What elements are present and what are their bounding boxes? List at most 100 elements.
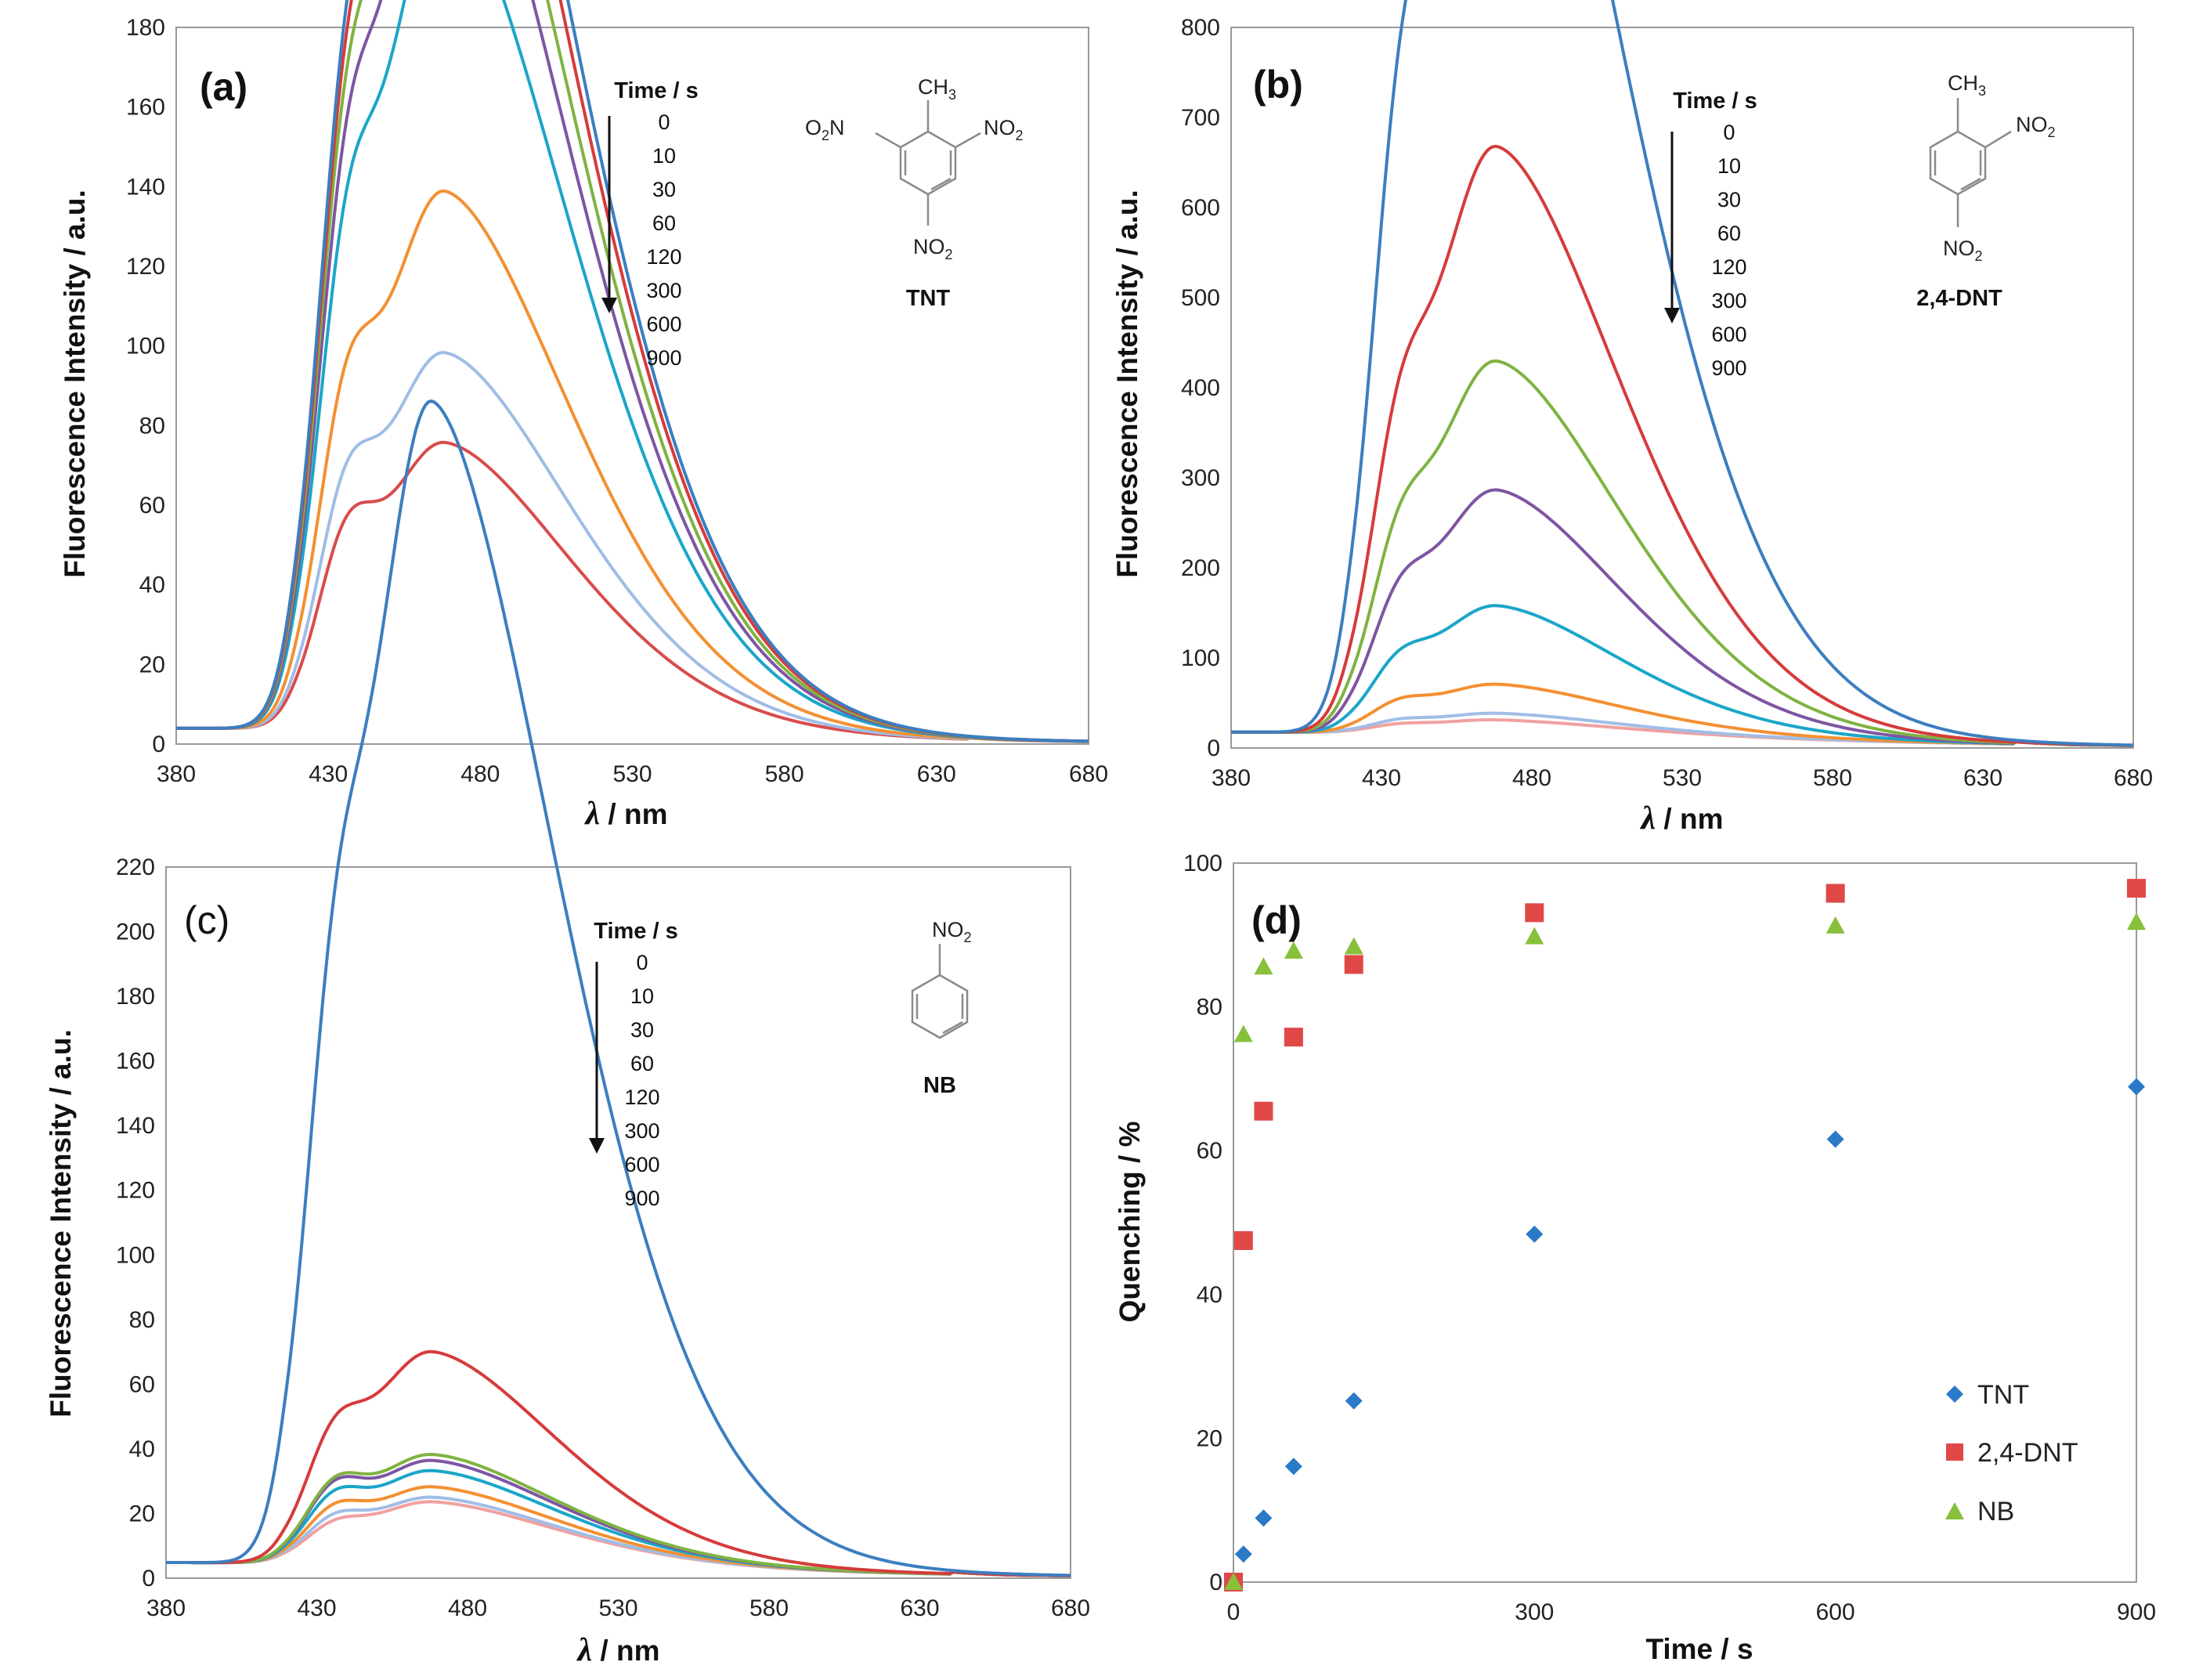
tnt-methyl-label: CH3 [918,75,956,103]
time-legend-value: 900 [646,346,681,370]
plot-area-d [1233,862,2137,1583]
compound-label-a: TNT [906,286,951,311]
y-tick-label: 400 [1181,375,1220,401]
x-tick-label: 580 [749,1595,789,1621]
time-arrow-b [1664,132,1680,323]
y-tick-label: 140 [126,174,165,200]
time-legend-value: 30 [630,1018,654,1042]
legend-label-nb: NB [1977,1497,2014,1526]
time-legend-value: 120 [624,1086,659,1109]
legend-marker-tnt [1946,1386,1963,1403]
scatter-point-2-4-dnt [1344,955,1363,974]
time-legend-value: 600 [1711,323,1746,346]
y-tick-label: 140 [116,1113,155,1139]
y-tick-label: 180 [116,984,155,1010]
time-legend-value: 300 [624,1119,659,1143]
dnt-methyl-label: CH3 [1948,71,1986,99]
tnt-structure [875,100,981,226]
x-tick-label: 480 [1512,765,1551,791]
spectrum-curve-t10 [166,1349,1071,1577]
x-tick-label: 530 [1663,765,1702,791]
x-tick-label: 680 [2114,765,2153,791]
x-tick-label: 680 [1069,761,1108,787]
compound-label-c: NB [923,1073,956,1098]
plot-area-a [175,27,1089,745]
scatter-points-d [1224,879,2146,1591]
spectrum-curve-t300 [176,189,1089,743]
x-tick-label: 530 [612,761,652,787]
x-tick-label: 680 [1051,1595,1090,1621]
scatter-point-2-4-dnt [1284,1028,1303,1047]
x-axis-label-d: Time / s [1645,1633,1753,1665]
y-tick-label: 40 [139,573,165,598]
time-legend-value: 0 [658,110,670,134]
scatter-point-nb [1233,1024,1253,1042]
scatter-point-nb [1344,937,1363,955]
scatter-point-2-4-dnt [1825,883,1845,903]
x-tick-label: 0 [1227,1599,1240,1625]
x-tick-labels-a: 380 430 480 530 580 630 680 [157,761,1108,787]
dnt-bottom-nitro-label: NO2 [1943,237,1983,264]
y-tick-label: 200 [116,919,155,945]
x-tick-label: 480 [448,1595,487,1621]
y-tick-label: 200 [1181,555,1220,581]
time-arrow-c [589,962,605,1154]
y-tick-label: 60 [139,493,165,518]
spectrum-curve-t0 [1231,0,2134,747]
tnt-bottom-nitro-label: NO2 [913,235,953,262]
y-tick-label: 0 [1209,1570,1222,1595]
scatter-point-2-4-dnt [1254,1101,1273,1121]
spectra-curves-a [176,0,1089,743]
x-tick-label: 630 [900,1595,939,1621]
y-tick-labels-b: 0 100 200 300 400 500 600 700 800 [1181,15,1220,761]
tnt-right-nitro-label: NO2 [984,116,1024,143]
y-tick-label: 180 [126,15,165,41]
y-tick-label: 500 [1181,285,1220,311]
time-legend-value: 0 [1723,121,1735,144]
time-legend-value: 10 [652,144,676,168]
time-legend-value: 0 [636,951,648,974]
y-tick-label: 700 [1181,105,1220,131]
time-legend-title-a: Time / s [614,78,698,103]
dnt-structure [1929,98,2012,227]
dnt-right-nitro-label: NO2 [2016,113,2056,140]
y-tick-label: 100 [1183,851,1222,876]
panel-label-d: (d) [1251,898,1302,942]
y-tick-label: 600 [1181,195,1220,221]
x-tick-label: 380 [157,761,196,787]
y-tick-label: 100 [116,1242,155,1268]
spectrum-curve-t10 [1231,144,2133,747]
time-legend-value: 900 [1711,356,1746,380]
panel-label-b: (b) [1253,63,1303,107]
y-tick-label: 40 [1197,1282,1222,1308]
x-tick-label: 380 [1212,765,1251,791]
panel-d-quenching-scatter: 0 20 40 60 80 100 0 300 600 900 (d) Quenching / … [1114,851,2156,1665]
y-tick-label: 60 [1197,1138,1222,1164]
legend-label-tnt: TNT [1977,1380,2029,1410]
scatter-point-tnt [1284,1458,1302,1476]
time-legend-title-b: Time / s [1673,89,1757,114]
scatter-point-tnt [1826,1130,1844,1148]
plot-area-c [165,866,1071,1579]
time-legend-value: 30 [1717,188,1741,211]
x-tick-label: 630 [917,761,956,787]
compound-label-b: 2,4-DNT [1916,286,2002,311]
time-arrow-a [601,116,617,313]
scatter-point-tnt [1345,1392,1363,1410]
x-tick-labels-b: 380 430 480 530 580 630 680 [1212,765,2153,791]
time-legend-value: 30 [652,178,676,201]
legend-marker-nb [1945,1502,1964,1519]
y-axis-label-a: Fluorescence Intensity / a.u. [59,190,91,578]
y-tick-label: 20 [139,652,165,677]
x-tick-label: 630 [1963,765,2002,791]
scatter-point-2-4-dnt [1233,1230,1253,1250]
x-axis-label-c: λ / nm [576,1632,660,1668]
y-axis-label-c: Fluorescence Intensity / a.u. [45,1029,77,1418]
y-tick-label: 80 [129,1307,155,1333]
time-legend-value: 60 [1717,222,1741,245]
y-tick-labels-c: 0 20 40 60 80 100 120 140 160 180 200 220 [116,854,155,1591]
y-tick-label: 0 [142,1566,155,1591]
